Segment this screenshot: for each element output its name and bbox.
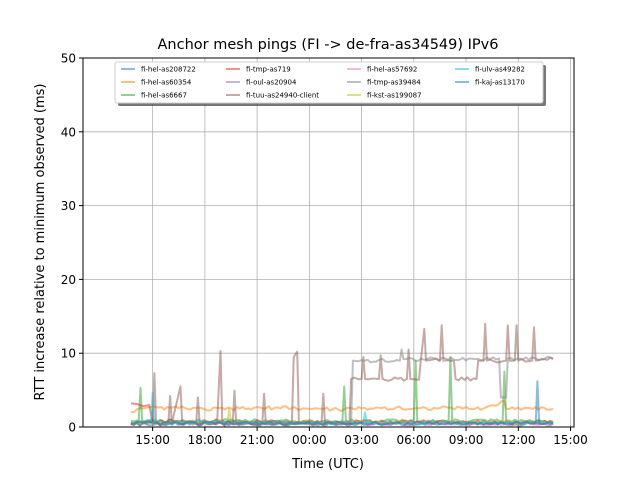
legend-label: fi-ulv-as49282 — [475, 66, 525, 74]
x-tick-label: 21:00 — [240, 433, 275, 447]
legend-label: fi-oul-as20904 — [246, 79, 297, 87]
legend-label: fi-tuu-as24940-client — [246, 92, 319, 100]
series-line-fi-kaj-as13170 — [130, 380, 554, 427]
x-tick-label: 03:00 — [344, 433, 379, 447]
legend-box — [114, 61, 544, 104]
y-tick-label: 0 — [68, 421, 76, 435]
x-tick-label: 18:00 — [188, 433, 223, 447]
plot-frame — [82, 57, 575, 428]
x-tick-label: 15:00 — [553, 433, 588, 447]
legend-label: fi-hel-as57692 — [367, 66, 417, 74]
series-lines — [130, 322, 554, 427]
x-axis: 15:00 18:00 21:00 00:00 03:00 06:00 09:00 12:00… — [135, 427, 588, 447]
legend-label: fi-tmp-as719 — [246, 66, 291, 74]
legend: fi-hel-as208722 fi-hel-as60354 fi-hel-as66… — [114, 61, 546, 106]
x-tick-label: 12:00 — [501, 433, 536, 447]
legend-label: fi-hel-as6667 — [141, 92, 187, 100]
y-tick-label: 20 — [61, 273, 76, 287]
chart-title: Anchor mesh pings (FI -> de-fra-as34549)… — [158, 37, 499, 53]
x-tick-label: 06:00 — [397, 433, 432, 447]
legend-label: fi-tmp-as39484 — [367, 79, 421, 87]
y-tick-label: 10 — [61, 347, 76, 361]
x-tick-label: 09:00 — [449, 433, 484, 447]
x-tick-label: 15:00 — [135, 433, 170, 447]
legend-label: fi-kaj-as13170 — [475, 79, 525, 87]
x-tick-label: 00:00 — [292, 433, 327, 447]
legend-label: fi-hel-as60354 — [141, 79, 192, 87]
y-tick-label: 50 — [61, 52, 76, 66]
x-axis-label: Time (UTC) — [291, 457, 364, 472]
y-tick-label: 40 — [61, 125, 76, 139]
y-tick-label: 30 — [61, 199, 76, 213]
y-axis-label: RTT increase relative to minimum observe… — [33, 84, 48, 401]
y-axis: 0 10 20 30 40 50 — [61, 52, 83, 435]
legend-label: fi-hel-as208722 — [141, 66, 196, 74]
legend-label: fi-kst-as199087 — [367, 92, 422, 100]
